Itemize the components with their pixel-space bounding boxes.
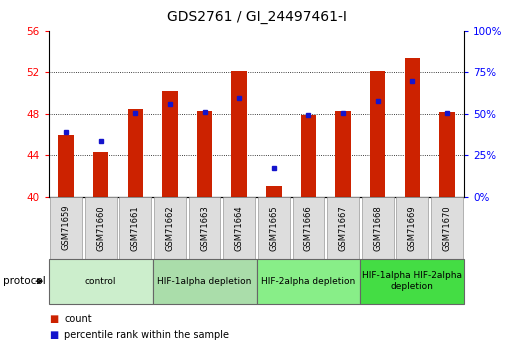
Text: HIF-1alpha HIF-2alpha
depletion: HIF-1alpha HIF-2alpha depletion: [362, 272, 462, 291]
Bar: [336, 111, 351, 197]
Text: GSM71662: GSM71662: [165, 205, 174, 250]
Text: control: control: [85, 277, 116, 286]
Bar: [50, 197, 82, 259]
Text: GSM71668: GSM71668: [373, 205, 382, 250]
Text: GSM71669: GSM71669: [408, 205, 417, 250]
Text: protocol: protocol: [3, 276, 45, 286]
Text: GSM71661: GSM71661: [131, 205, 140, 250]
Bar: [162, 91, 177, 197]
Bar: [189, 197, 221, 259]
Text: GDS2761 / GI_24497461-I: GDS2761 / GI_24497461-I: [167, 10, 346, 24]
Bar: [49, 259, 153, 304]
Bar: [85, 197, 116, 259]
Bar: [154, 197, 186, 259]
Bar: [93, 152, 108, 197]
Bar: [231, 71, 247, 197]
Bar: [370, 71, 385, 197]
Text: GSM71663: GSM71663: [200, 205, 209, 250]
Bar: [223, 197, 255, 259]
Bar: [301, 115, 316, 197]
Bar: [266, 186, 282, 197]
Bar: [327, 197, 359, 259]
Bar: [58, 135, 74, 197]
Text: HIF-1alpha depletion: HIF-1alpha depletion: [157, 277, 252, 286]
Text: ■: ■: [49, 330, 58, 339]
Text: GSM71670: GSM71670: [442, 205, 451, 250]
Text: GSM71659: GSM71659: [62, 205, 71, 250]
Bar: [258, 197, 290, 259]
Text: GSM71665: GSM71665: [269, 205, 279, 250]
Bar: [397, 197, 428, 259]
Bar: [405, 58, 420, 197]
Text: HIF-2alpha depletion: HIF-2alpha depletion: [261, 277, 356, 286]
Bar: [360, 259, 464, 304]
Bar: [120, 197, 151, 259]
Text: percentile rank within the sample: percentile rank within the sample: [64, 330, 229, 339]
Bar: [362, 197, 393, 259]
Bar: [256, 259, 360, 304]
Bar: [197, 111, 212, 197]
Text: count: count: [64, 314, 92, 324]
Bar: [128, 109, 143, 197]
Text: GSM71664: GSM71664: [234, 205, 244, 250]
Bar: [153, 259, 256, 304]
Text: GSM71660: GSM71660: [96, 205, 105, 250]
Text: GSM71667: GSM71667: [339, 205, 348, 250]
Bar: [431, 197, 463, 259]
Text: ■: ■: [49, 314, 58, 324]
Bar: [292, 197, 324, 259]
Text: GSM71666: GSM71666: [304, 205, 313, 250]
Bar: [439, 112, 455, 197]
